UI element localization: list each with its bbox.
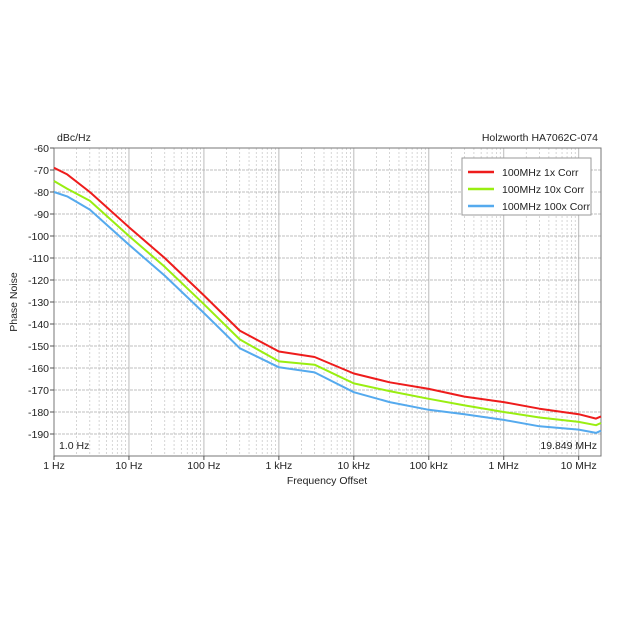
y-axis: -60 -70 -80 -90 -100 -110 -120 -130 -140 -150 -160… — [28, 143, 54, 441]
x-tick-label: 10 kHz — [337, 460, 370, 472]
x-tick-label: 100 kHz — [410, 460, 449, 472]
start-frequency-label: 1.0 Hz — [59, 440, 89, 452]
y-tick-label: -190 — [28, 429, 49, 441]
y-tick-label: -80 — [34, 187, 49, 199]
y-tick-label: -100 — [28, 231, 49, 243]
x-tick-label: 1 kHz — [265, 460, 292, 472]
y-tick-label: -110 — [29, 253, 49, 265]
x-axis: 1 Hz 10 Hz 100 Hz 1 kHz 10 kHz 100 kHz 1 MHz 10… — [43, 456, 597, 472]
x-tick-label: 1 Hz — [43, 460, 65, 472]
y-tick-label: -70 — [34, 165, 49, 177]
y-tick-label: -60 — [34, 143, 49, 155]
series-line-1 — [53, 166, 602, 420]
y-tick-label: -90 — [34, 209, 49, 221]
series-line-2 — [53, 180, 602, 427]
legend: 100MHz 1x Corr 100MHz 10x Corr 100MHz 100x… — [461, 157, 592, 216]
grid — [53, 147, 601, 456]
chart-title: Holzworth HA7062C-074 — [482, 132, 598, 144]
y-tick-label: -180 — [28, 407, 49, 419]
y-tick-label: -150 — [28, 341, 49, 353]
x-tick-label: 10 MHz — [561, 460, 597, 472]
x-tick-label: 10 Hz — [115, 460, 142, 472]
legend-label-1: 100MHz 1x Corr — [502, 167, 579, 179]
series-line-3 — [53, 191, 602, 434]
x-axis-label: Frequency Offset — [287, 475, 367, 487]
y-tick-label: -170 — [28, 385, 49, 397]
series-lines — [53, 166, 602, 434]
stop-frequency-label: 19.849 MHz — [540, 440, 597, 452]
legend-label-3: 100MHz 100x Corr — [502, 201, 591, 213]
y-tick-label: -140 — [28, 319, 49, 331]
legend-label-2: 100MHz 10x Corr — [502, 184, 585, 196]
y-tick-label: -130 — [28, 297, 49, 309]
y-tick-label: -160 — [28, 363, 49, 375]
y-tick-label: -120 — [28, 275, 49, 287]
x-tick-label: 100 Hz — [187, 460, 220, 472]
x-tick-label: 1 MHz — [489, 460, 519, 472]
y-axis-label: Phase Noise — [8, 272, 20, 332]
y-unit-label: dBc/Hz — [57, 132, 91, 144]
